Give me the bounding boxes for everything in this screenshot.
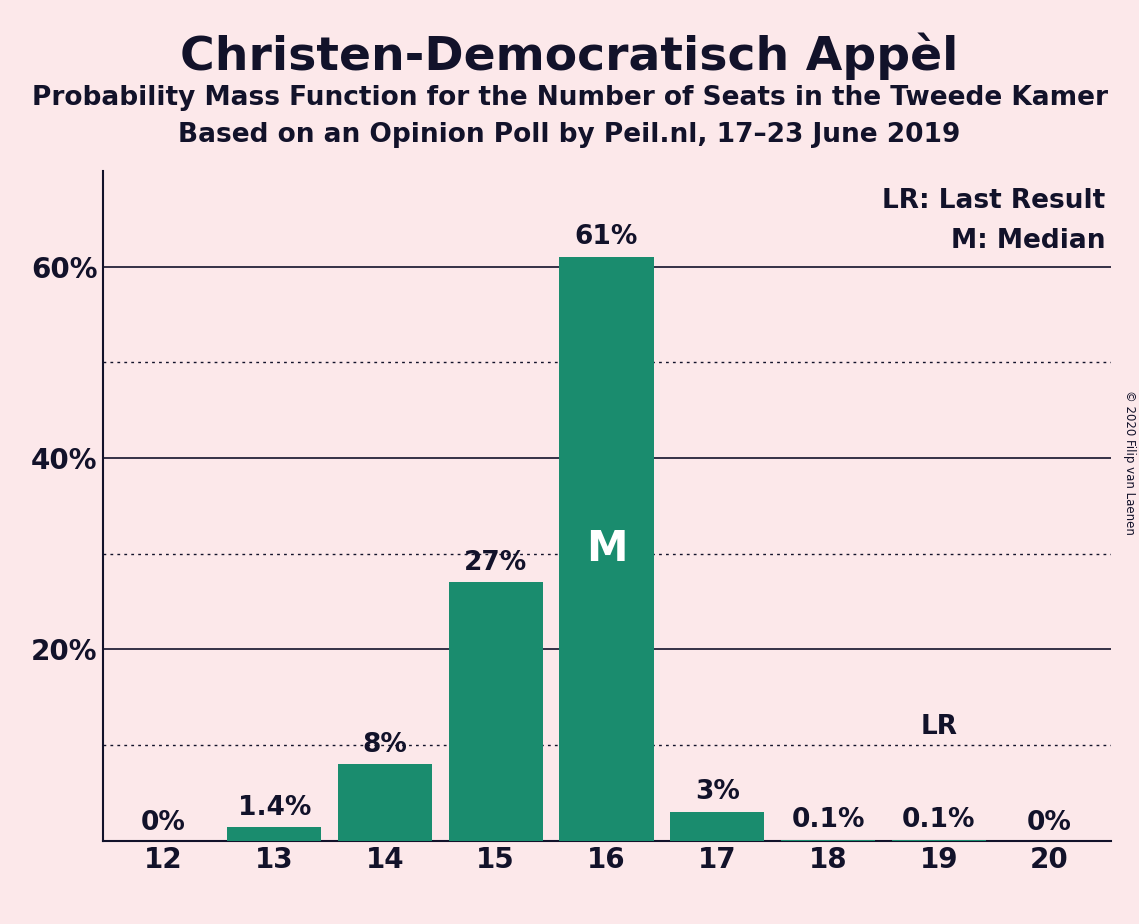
Bar bbox=[892, 840, 986, 841]
Text: © 2020 Filip van Laenen: © 2020 Filip van Laenen bbox=[1123, 390, 1137, 534]
Text: 0.1%: 0.1% bbox=[792, 808, 865, 833]
Text: LR: Last Result: LR: Last Result bbox=[883, 188, 1106, 213]
Text: 1.4%: 1.4% bbox=[238, 795, 311, 821]
Bar bbox=[227, 828, 321, 841]
Text: LR: LR bbox=[920, 714, 958, 740]
Text: 0.1%: 0.1% bbox=[902, 808, 976, 833]
Text: Based on an Opinion Poll by Peil.nl, 17–23 June 2019: Based on an Opinion Poll by Peil.nl, 17–… bbox=[179, 122, 960, 148]
Text: M: M bbox=[585, 528, 628, 570]
Bar bbox=[670, 812, 764, 841]
Text: 0%: 0% bbox=[1027, 810, 1072, 836]
Text: Christen-Democratisch Appèl: Christen-Democratisch Appèl bbox=[180, 32, 959, 79]
Bar bbox=[781, 840, 875, 841]
Text: Probability Mass Function for the Number of Seats in the Tweede Kamer: Probability Mass Function for the Number… bbox=[32, 85, 1107, 111]
Text: 0%: 0% bbox=[141, 810, 186, 836]
Bar bbox=[338, 764, 432, 841]
Bar bbox=[449, 582, 543, 841]
Text: 3%: 3% bbox=[695, 780, 739, 806]
Text: 27%: 27% bbox=[464, 550, 527, 576]
Text: M: Median: M: Median bbox=[951, 228, 1106, 254]
Text: 61%: 61% bbox=[575, 225, 638, 250]
Bar bbox=[559, 257, 654, 841]
Text: 8%: 8% bbox=[362, 732, 408, 758]
